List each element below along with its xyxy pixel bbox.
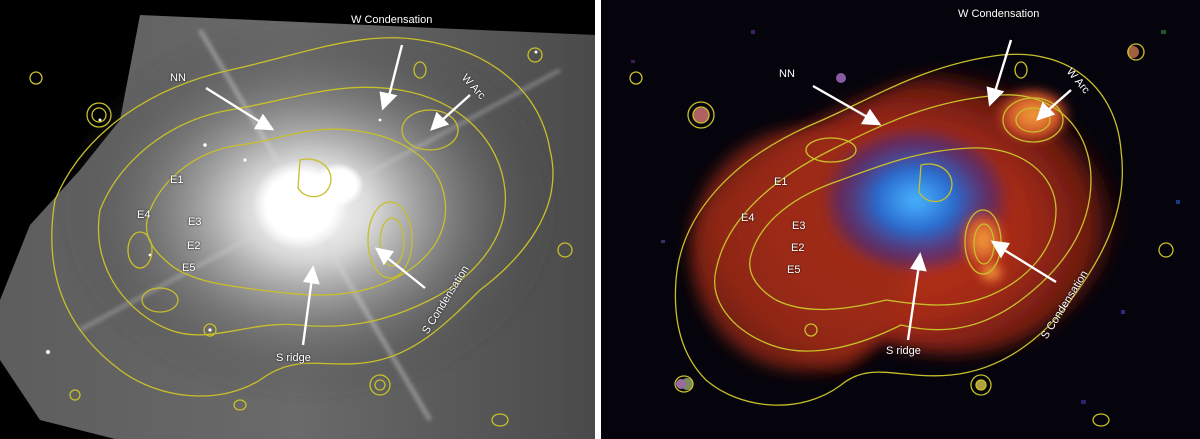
optical-image [0, 15, 595, 439]
label-nn: NN [779, 68, 795, 80]
xray-image [601, 0, 1200, 439]
contour-overlay [29, 37, 573, 427]
label-e5: E5 [182, 262, 196, 274]
contour-overlay [629, 43, 1174, 427]
annotation-arrows [812, 39, 1072, 341]
label-e4: E4 [137, 209, 151, 221]
background-noise [631, 30, 1180, 404]
label-e2: E2 [187, 240, 201, 252]
label-e5: E5 [787, 264, 801, 276]
optical-image-panel: W Condensation NN W Arc E1 E4 E3 E2 E5 S… [0, 0, 595, 439]
label-w-condensation: W Condensation [351, 14, 433, 26]
label-e4: E4 [741, 212, 755, 224]
label-nn: NN [170, 72, 186, 84]
xray-image-panel: W Condensation NN W Arc E1 E4 E3 E2 E5 S… [601, 0, 1200, 439]
star-field [46, 50, 538, 354]
label-e1: E1 [774, 176, 788, 188]
annotation-arrows [205, 44, 471, 346]
label-s-ridge: S ridge [276, 352, 311, 364]
label-e3: E3 [188, 216, 202, 228]
hotspot [975, 258, 1007, 286]
label-e1: E1 [170, 174, 184, 186]
label-s-ridge: S ridge [886, 345, 921, 357]
label-e2: E2 [791, 242, 805, 254]
s-condensation-hotspot [958, 208, 1008, 272]
w-arc-hotspot [993, 85, 1073, 145]
label-w-condensation: W Condensation [958, 8, 1040, 20]
nebula-core-lobe [312, 163, 364, 207]
label-e3: E3 [792, 220, 806, 232]
